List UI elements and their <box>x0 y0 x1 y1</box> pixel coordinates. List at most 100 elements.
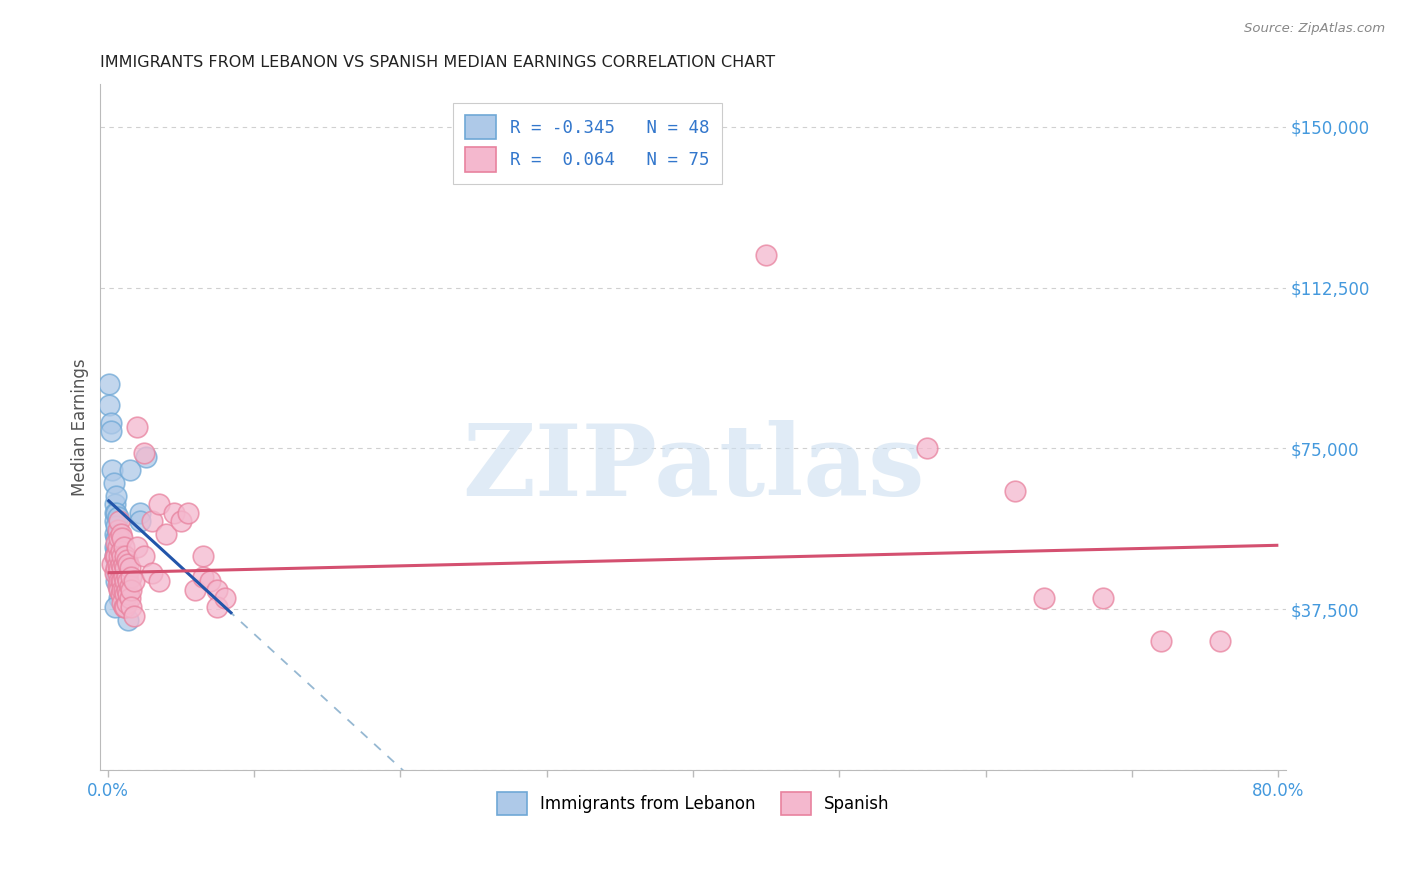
Point <box>184 582 207 597</box>
Point <box>111 591 134 606</box>
Point <box>107 570 129 584</box>
Point <box>108 514 131 528</box>
Point <box>105 553 128 567</box>
Point <box>103 475 125 490</box>
Point <box>112 540 135 554</box>
Point <box>117 613 139 627</box>
Point <box>114 587 136 601</box>
Point <box>110 557 132 571</box>
Point <box>115 596 138 610</box>
Point <box>104 566 127 580</box>
Point <box>118 578 141 592</box>
Point <box>125 420 148 434</box>
Point <box>104 514 127 528</box>
Point <box>117 557 139 571</box>
Point <box>135 450 157 464</box>
Point <box>128 506 150 520</box>
Text: ZIPatlas: ZIPatlas <box>461 419 924 516</box>
Point <box>1150 634 1173 648</box>
Point <box>107 527 129 541</box>
Point <box>114 578 136 592</box>
Point <box>214 591 236 606</box>
Point <box>108 574 131 589</box>
Point <box>114 549 136 563</box>
Point <box>110 574 132 589</box>
Point <box>110 557 132 571</box>
Point <box>112 587 135 601</box>
Point <box>107 557 129 571</box>
Point <box>112 600 135 615</box>
Point <box>105 566 128 580</box>
Point <box>120 570 142 584</box>
Point <box>177 506 200 520</box>
Point <box>108 540 131 554</box>
Point <box>105 549 128 563</box>
Point <box>115 553 138 567</box>
Point <box>100 416 122 430</box>
Point <box>105 574 128 589</box>
Point <box>108 591 131 606</box>
Point <box>105 544 128 558</box>
Point <box>1209 634 1232 648</box>
Point <box>101 463 124 477</box>
Point <box>110 587 132 601</box>
Point <box>104 540 127 554</box>
Point <box>148 574 170 589</box>
Point <box>107 510 129 524</box>
Point <box>118 591 141 606</box>
Point <box>108 549 131 563</box>
Point <box>105 506 128 520</box>
Point <box>114 600 136 615</box>
Text: Source: ZipAtlas.com: Source: ZipAtlas.com <box>1244 22 1385 36</box>
Point <box>104 549 127 563</box>
Point <box>104 600 127 615</box>
Point <box>98 377 121 392</box>
Point <box>98 399 121 413</box>
Point <box>107 561 129 575</box>
Point <box>134 445 156 459</box>
Point <box>114 561 136 575</box>
Point <box>108 532 131 546</box>
Point <box>100 424 122 438</box>
Point <box>111 578 134 592</box>
Point <box>105 489 128 503</box>
Point <box>101 557 124 571</box>
Text: IMMIGRANTS FROM LEBANON VS SPANISH MEDIAN EARNINGS CORRELATION CHART: IMMIGRANTS FROM LEBANON VS SPANISH MEDIA… <box>100 55 776 70</box>
Point <box>111 582 134 597</box>
Point <box>107 540 129 554</box>
Point <box>107 578 129 592</box>
Point <box>105 561 128 575</box>
Point <box>104 506 127 520</box>
Point <box>107 566 129 580</box>
Point <box>112 570 135 584</box>
Point <box>148 497 170 511</box>
Point <box>107 523 129 537</box>
Point <box>111 596 134 610</box>
Point <box>104 527 127 541</box>
Point <box>141 514 163 528</box>
Point <box>915 442 938 456</box>
Point <box>105 561 128 575</box>
Point <box>1004 484 1026 499</box>
Point <box>105 518 128 533</box>
Point <box>111 574 134 589</box>
Point <box>111 532 134 546</box>
Point <box>122 608 145 623</box>
Point <box>141 566 163 580</box>
Point <box>1033 591 1056 606</box>
Point <box>191 570 214 584</box>
Point <box>118 463 141 477</box>
Point <box>111 561 134 575</box>
Point <box>107 549 129 563</box>
Point <box>110 527 132 541</box>
Point <box>122 574 145 589</box>
Point <box>1091 591 1114 606</box>
Point <box>108 553 131 567</box>
Point <box>755 248 778 262</box>
Point <box>120 582 142 597</box>
Point <box>104 549 127 563</box>
Point <box>110 544 132 558</box>
Point <box>108 578 131 592</box>
Point <box>112 582 135 597</box>
Point <box>110 587 132 601</box>
